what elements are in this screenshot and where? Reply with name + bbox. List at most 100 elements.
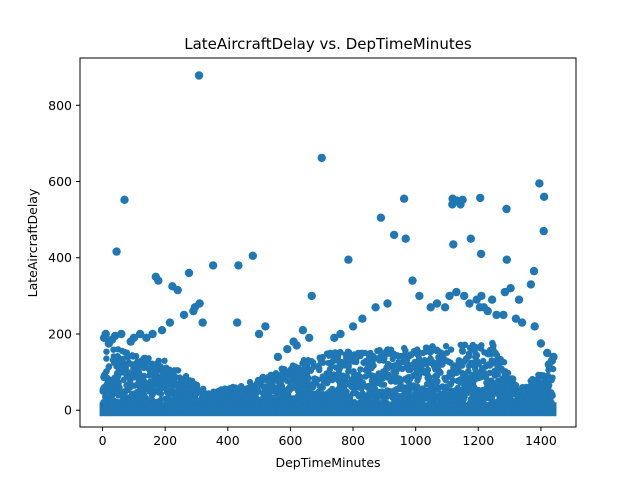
- data-point: [99, 333, 109, 342]
- data-point: [115, 392, 122, 399]
- data-point: [539, 192, 549, 201]
- y-axis-label: LateAircraftDelay: [25, 188, 40, 297]
- data-point: [491, 367, 498, 375]
- data-point: [133, 405, 141, 413]
- data-point: [486, 369, 493, 376]
- data-point: [469, 371, 476, 378]
- data-point: [228, 396, 235, 404]
- data-point: [289, 362, 297, 369]
- y-tick-label: 200: [48, 326, 72, 341]
- data-point: [408, 276, 417, 285]
- data-point: [407, 374, 414, 381]
- data-point: [174, 399, 181, 406]
- data-point: [148, 392, 156, 399]
- data-point: [165, 318, 175, 327]
- data-point: [283, 345, 292, 354]
- data-point: [460, 291, 469, 301]
- data-point: [349, 390, 357, 397]
- data-point: [275, 377, 283, 385]
- data-point: [534, 399, 541, 406]
- data-point: [317, 153, 326, 163]
- data-point: [446, 406, 453, 414]
- data-point: [518, 401, 526, 408]
- data-point: [461, 341, 469, 348]
- data-point: [472, 366, 479, 373]
- x-axis-label: DepTimeMinutes: [275, 455, 380, 470]
- data-point: [438, 405, 446, 413]
- data-point: [504, 369, 512, 377]
- data-point: [405, 404, 412, 411]
- data-point: [477, 404, 484, 412]
- data-point: [208, 261, 218, 270]
- data-point: [135, 329, 145, 339]
- data-point: [308, 403, 315, 410]
- x-tick-label: 800: [341, 433, 365, 448]
- y-axis-ticks: 0 200 400 600 800: [48, 98, 80, 418]
- data-point: [421, 360, 428, 368]
- data-point: [123, 349, 130, 356]
- data-point: [390, 352, 397, 359]
- data-point: [488, 396, 496, 404]
- data-point: [544, 372, 552, 379]
- data-point: [504, 383, 512, 390]
- data-point: [439, 396, 446, 403]
- data-point: [268, 373, 276, 380]
- data-point: [301, 405, 308, 412]
- data-point: [458, 362, 466, 369]
- data-point: [466, 376, 474, 383]
- data-point: [383, 365, 390, 372]
- data-point: [394, 399, 401, 406]
- data-point: [348, 379, 355, 386]
- data-point: [155, 389, 162, 396]
- data-point: [321, 396, 329, 403]
- data-point: [355, 376, 362, 383]
- data-point: [329, 398, 336, 405]
- data-point: [488, 385, 495, 392]
- data-point: [253, 405, 261, 413]
- data-point: [229, 404, 236, 411]
- data-point: [341, 374, 348, 382]
- data-point: [380, 396, 387, 404]
- data-point: [448, 200, 457, 209]
- data-point: [253, 387, 260, 394]
- data-point: [114, 346, 122, 353]
- data-point: [480, 393, 488, 401]
- y-tick-label: 600: [48, 174, 72, 189]
- data-point: [502, 255, 511, 264]
- data-point: [534, 381, 541, 388]
- data-point: [307, 381, 315, 388]
- data-point: [365, 351, 373, 358]
- data-point: [540, 395, 548, 402]
- data-point: [433, 346, 441, 353]
- data-point: [125, 373, 133, 381]
- data-point: [494, 405, 501, 413]
- data-point: [180, 404, 187, 412]
- data-point: [105, 363, 113, 371]
- data-point: [288, 371, 295, 379]
- data-point: [154, 405, 161, 412]
- data-point: [477, 345, 485, 352]
- data-point: [387, 373, 395, 381]
- data-point: [184, 390, 191, 398]
- data-point: [198, 318, 207, 327]
- data-point: [139, 378, 146, 385]
- data-point: [344, 255, 353, 264]
- data-point: [476, 249, 486, 259]
- data-point: [344, 397, 351, 404]
- data-point: [277, 372, 284, 379]
- data-point: [470, 385, 477, 393]
- data-point: [487, 350, 495, 357]
- data-point: [537, 372, 545, 379]
- data-point: [316, 354, 323, 361]
- x-tick-label: 1000: [400, 433, 432, 448]
- data-point: [344, 348, 352, 355]
- data-point: [461, 393, 468, 400]
- data-point: [117, 399, 124, 406]
- data-point: [302, 378, 309, 386]
- data-point: [181, 397, 189, 404]
- y-tick-label: 400: [48, 250, 72, 265]
- data-point: [475, 303, 485, 312]
- data-point: [117, 364, 125, 371]
- y-tick-label: 800: [48, 98, 72, 113]
- data-point: [364, 357, 371, 365]
